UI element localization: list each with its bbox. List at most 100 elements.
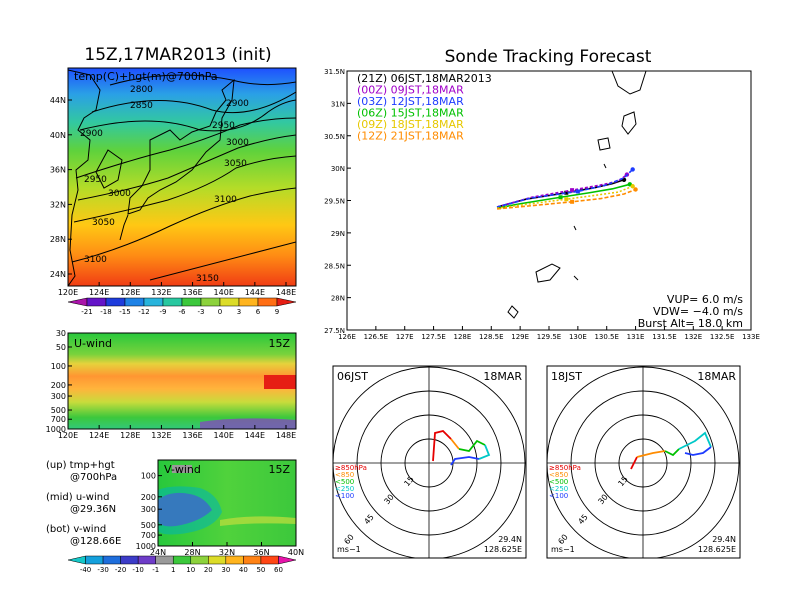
v-wind-x-ticks: 24N 28N 32N 36N 40N [150, 542, 304, 557]
y-tick-label: 30N [331, 165, 345, 173]
hodograph-level-label: <100 [549, 492, 568, 500]
colorbar-swatch [105, 297, 126, 307]
x-tick-label: 32N [219, 548, 235, 557]
legend-entry: (21Z) 06JST,18MAR2013 [357, 72, 492, 85]
colorbar-swatch [260, 555, 279, 565]
left-title: 15Z,17MAR2013 (init) [84, 45, 271, 65]
temp-panel-frame [67, 67, 297, 287]
colorbar-swatch [190, 555, 209, 565]
x-tick-label: 130.5E [594, 333, 618, 341]
temp-x-ticks: 120E 124E 128E 132E 136E 140E 144E 148E [58, 282, 296, 297]
colorbar-swatch [208, 555, 227, 565]
hodograph-lon: 128.625E [484, 545, 522, 554]
hodograph-level-label: <250 [549, 485, 568, 493]
island-amami [535, 263, 561, 283]
map-y-ticks: 27.5N 28N 28.5N 29N 29.5N 30N 30.5N 31N 31.5N [324, 68, 351, 335]
contour-label-11: 3100 [214, 195, 237, 205]
colorbar-swatch [143, 297, 164, 307]
track-mid-marker [570, 199, 575, 204]
hodograph-trace [450, 456, 480, 466]
y-tick-label: 29.5N [324, 198, 345, 206]
hodograph-time: 18JST [551, 370, 582, 383]
track-mid-marker [564, 190, 569, 195]
colorbar-label: 30 [221, 566, 230, 574]
track-mid-marker [570, 188, 575, 193]
x-tick-label: 127.5E [421, 333, 445, 341]
hodograph-unit: ms−1 [337, 545, 361, 554]
colorbar-swatch [238, 297, 259, 307]
x-tick-label: 131E [627, 333, 645, 341]
colorbar-swatch [155, 555, 174, 565]
contour-label-2: 2850 [130, 101, 153, 111]
colorbar-swatch [120, 555, 139, 565]
x-tick-label: 132E [151, 288, 171, 297]
y-tick-label: 29N [331, 230, 345, 238]
colorbar-label: -18 [100, 308, 111, 316]
note-mid-2: @29.36N [70, 504, 116, 515]
u-wind-field [68, 333, 296, 429]
y-tick-label: 700 [141, 531, 156, 540]
contour-label-9: 3050 [224, 159, 247, 169]
contour-label-6: 2950 [84, 175, 107, 185]
y-tick-label: 30.5N [324, 133, 345, 141]
hodograph-trace [630, 456, 638, 470]
y-tick-label: 28.5N [324, 262, 345, 270]
y-tick-label: 1000 [46, 425, 66, 434]
note-bot-2: @128.66E [70, 536, 121, 547]
colorbar-label: -20 [115, 566, 126, 574]
contour-3000 [77, 134, 296, 201]
coastline-korea [95, 149, 123, 189]
track-end-point [633, 187, 638, 192]
colorbar-label: -1 [152, 566, 159, 574]
contour-label-1: 2800 [130, 85, 153, 95]
x-tick-label: 144E [245, 431, 265, 440]
x-tick-label: 133E [742, 333, 760, 341]
colorbar-label: 3 [237, 308, 241, 316]
colorbar-swatch [67, 555, 86, 565]
x-tick-label: 127E [396, 333, 414, 341]
hodograph-level-label: <250 [335, 485, 354, 493]
coastline-japan [127, 78, 235, 215]
contour-label-12: 3100 [84, 255, 107, 265]
x-tick-label: 120E [58, 288, 78, 297]
u-wind-panel: U-wind 15Z 120E 124E 128E 132E 136E 140E 144E 1… [46, 329, 297, 440]
v-wind-colorbar: -40 -30 -20 -10 -1 1 10 20 30 40 50 60 [67, 555, 297, 574]
colorbar-label: -21 [81, 308, 92, 316]
y-tick-label: 31N [331, 100, 345, 108]
hodograph-time: 06JST [337, 370, 368, 383]
hodograph-trace [636, 450, 666, 458]
v-wind-time: 15Z [268, 463, 290, 476]
temp-colorbar: -21 -18 -15 -12 -9 -6 -3 0 3 6 9 [67, 297, 297, 316]
note-up-2: @700hPa [70, 472, 117, 483]
y-tick-label: 500 [51, 406, 66, 415]
hodograph-trace [684, 446, 712, 456]
x-tick-label: 140E [214, 288, 234, 297]
y-tick-label: 50 [56, 343, 66, 352]
v-wind-title: V-wind [164, 463, 201, 476]
hodograph-trace [478, 444, 491, 460]
x-tick-label: 129E [511, 333, 529, 341]
y-tick-label: 100 [51, 362, 66, 371]
colorbar-label: -40 [80, 566, 91, 574]
colorbar-label: 50 [256, 566, 265, 574]
legend-entry: (03Z) 12JST,18MAR [357, 95, 464, 108]
contour-label-3: 2900 [226, 99, 249, 109]
y-tick-label: 40N [50, 131, 66, 140]
contour-label-5: 2950 [212, 121, 235, 131]
param-burst: Burst Alt= 18.0 km [638, 317, 743, 330]
coastline-ryukyu [119, 214, 129, 241]
y-tick-label: 28N [331, 295, 345, 303]
temp-y-ticks: 24N 28N 32N 36N 40N 44N [50, 96, 72, 279]
legend-entry: (12Z) 21JST,18MAR [357, 130, 464, 143]
y-tick-label: 32N [50, 200, 66, 209]
contour-2800 [109, 74, 296, 86]
x-tick-label: 132.5E [710, 333, 734, 341]
y-tick-label: 200 [51, 381, 66, 390]
hodograph-level-label: ≥850hPa [549, 464, 581, 472]
contour-label-8: 3000 [108, 189, 131, 199]
colorbar-label: -12 [138, 308, 149, 316]
note-bot-1: (bot) v-wind [46, 524, 106, 535]
y-tick-label: 27.5N [324, 327, 345, 335]
